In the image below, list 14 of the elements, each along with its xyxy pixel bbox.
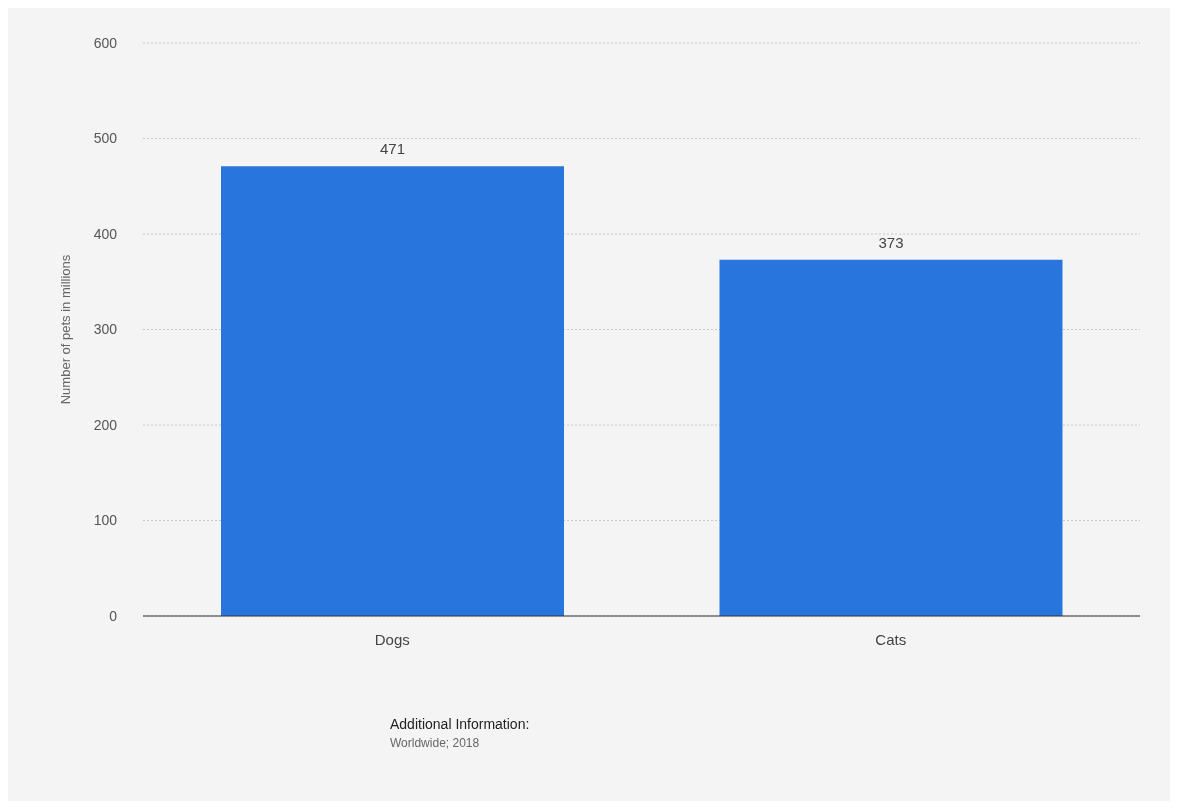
y-tick-label: 300 [93,321,118,338]
y-tick-label: 100 [93,512,118,529]
y-tick-label: 200 [93,416,118,433]
x-tick-label: Cats [875,630,907,648]
y-tick-label: 0 [109,607,118,624]
y-tick-label: 600 [93,34,118,51]
text: Worldwide; 2018 [390,736,480,750]
text: Additional Information: [390,716,530,732]
data-label: 373 [878,233,904,251]
y-tick-label: 400 [93,225,118,242]
y-tick-label: 500 [93,130,118,147]
data-label: 471 [379,140,406,158]
y-axis-title: Number of pets in millions [57,254,73,405]
x-tick-label: Dogs [374,630,410,648]
